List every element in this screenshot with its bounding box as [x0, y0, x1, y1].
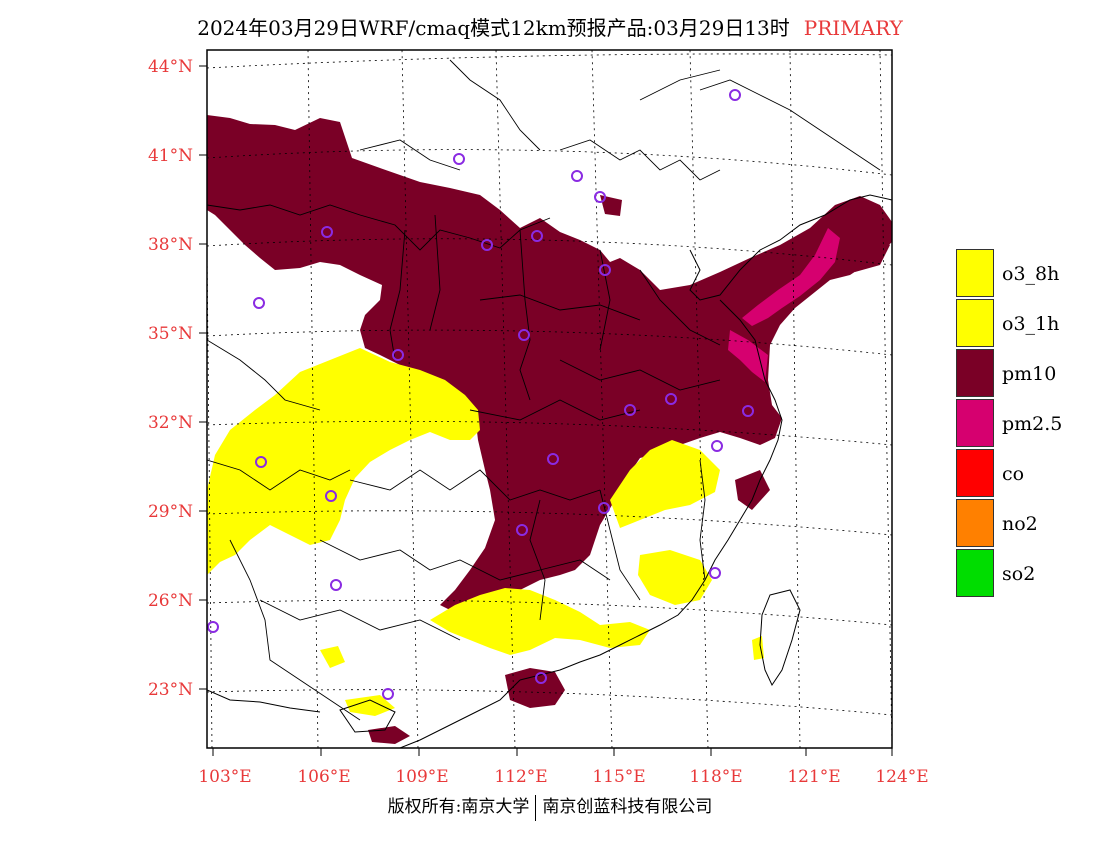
title-text: 2024年03月29日WRF/cmaq模式12km预报产品:03月29日13时	[197, 16, 790, 40]
legend-swatch	[956, 399, 994, 447]
legend-item-o3-1h: o3_1h	[956, 299, 1076, 349]
footer-separator	[535, 794, 537, 821]
legend-label: pm10	[1002, 363, 1057, 385]
lon-label-112e: 112°E	[494, 767, 547, 787]
legend-swatch	[956, 449, 994, 497]
pm10-fragment-south	[505, 668, 565, 708]
lat-ticks	[199, 65, 207, 690]
lon-label-103e: 103°E	[198, 767, 251, 787]
primary-tag: PRIMARY	[803, 16, 903, 40]
legend-item-pm25: pm2.5	[956, 399, 1076, 449]
legend-swatch	[956, 249, 994, 297]
lon-label-109e: 109°E	[395, 767, 448, 787]
legend-swatch	[956, 349, 994, 397]
lat-label-41n: 41°N	[148, 146, 193, 166]
pm10-region	[207, 115, 892, 615]
pm10-fragment-northeast	[600, 195, 622, 216]
lon-label-115e: 115°E	[592, 767, 645, 787]
lat-label-32n: 32°N	[148, 413, 193, 433]
lat-label-29n: 29°N	[148, 502, 193, 522]
lon-label-121e: 121°E	[787, 767, 840, 787]
coastline	[207, 194, 892, 748]
lon-ticks	[212, 748, 893, 756]
legend-item-so2: so2	[956, 549, 1076, 599]
lat-label-35n: 35°N	[148, 324, 193, 344]
legend-label: pm2.5	[1002, 413, 1063, 435]
station-markers	[207, 89, 754, 700]
copyright-left: 版权所有:南京大学	[387, 797, 530, 817]
lon-label-118e: 118°E	[689, 767, 742, 787]
o3-region-south	[430, 588, 650, 655]
pm25-fragment	[728, 330, 768, 382]
legend-item-no2: no2	[956, 499, 1076, 549]
map-frame	[206, 49, 893, 749]
lat-label-44n: 44°N	[148, 57, 193, 77]
lon-label-124e: 124°E	[875, 767, 928, 787]
graticule	[207, 50, 892, 748]
legend-swatch	[956, 549, 994, 597]
pm25-region	[742, 228, 840, 326]
pm10-fragment-east	[840, 230, 890, 272]
copyright-footer: 版权所有:南京大学 南京创蓝科技有限公司	[0, 792, 1100, 821]
lon-label-106e: 106°E	[297, 767, 350, 787]
o3-region-coast	[638, 550, 712, 605]
legend-label: so2	[1002, 563, 1036, 585]
o3-region-southeast	[610, 440, 720, 528]
legend-swatch	[956, 499, 994, 547]
pm10-fragment-southwest	[368, 726, 410, 744]
o3-fragment-guangxi	[320, 646, 345, 668]
pollutant-legend: o3_8h o3_1h pm10 pm2.5 co no2 so2	[956, 249, 1076, 599]
o3-fragment-taiwan	[752, 636, 764, 660]
o3-fragment-hainan	[345, 695, 395, 716]
legend-item-o3-8h: o3_8h	[956, 249, 1076, 299]
lat-label-26n: 26°N	[148, 591, 193, 611]
legend-label: o3_8h	[1002, 263, 1060, 285]
legend-label: co	[1002, 463, 1025, 485]
legend-item-pm10: pm10	[956, 349, 1076, 399]
pm10-fragment-coast	[735, 470, 770, 510]
copyright-right: 南京创蓝科技有限公司	[542, 797, 713, 817]
legend-label: no2	[1002, 513, 1038, 535]
legend-item-co: co	[956, 449, 1076, 499]
lat-label-38n: 38°N	[148, 235, 193, 255]
map-title: 2024年03月29日WRF/cmaq模式12km预报产品:03月29日13时 P…	[0, 12, 1100, 41]
lat-label-23n: 23°N	[148, 680, 193, 700]
legend-label: o3_1h	[1002, 313, 1060, 335]
legend-swatch	[956, 299, 994, 347]
province-boundaries	[207, 59, 881, 721]
map-area	[207, 50, 892, 748]
o3-region-west	[207, 348, 480, 575]
